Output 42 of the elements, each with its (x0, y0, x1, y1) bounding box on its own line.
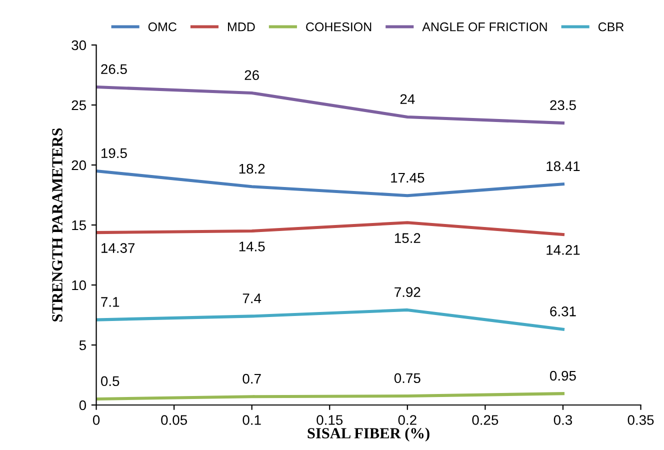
x-axis-title: SISAL FIBER (%) (308, 428, 430, 442)
data-label: 7.92 (394, 287, 420, 298)
x-tick-label: 0 (92, 415, 100, 425)
legend-label: OMC (148, 22, 177, 32)
data-label: 6.31 (550, 306, 576, 316)
x-tick-label: 0.35 (628, 415, 654, 425)
data-label: 18.41 (546, 161, 580, 172)
legend-label: CBR (598, 22, 624, 32)
x-tick-label: 0.15 (316, 415, 343, 425)
data-label: 17.45 (391, 172, 424, 183)
x-tick-label: 0.2 (398, 415, 416, 425)
y-tick-label: 15 (72, 220, 86, 230)
y-tick-label: 25 (72, 100, 86, 110)
legend-label: MDD (228, 22, 255, 32)
data-label: 0.95 (550, 370, 576, 381)
data-label: 23.5 (550, 100, 576, 110)
legend-label: ANGLE OF FRICTION (422, 22, 547, 32)
data-label: 19.5 (102, 148, 127, 158)
x-tick-label: 0.3 (554, 415, 572, 425)
data-label: 18.2 (239, 164, 265, 174)
y-tick-label: 5 (79, 340, 86, 350)
legend-label: COHESION (306, 22, 372, 32)
data-label: 14.21 (546, 245, 580, 255)
y-axis-title: STRENGTH PARAMETERS (52, 128, 62, 322)
y-tick-label: 30 (72, 40, 86, 50)
data-label: 14.37 (102, 243, 135, 253)
data-label: 26 (244, 70, 259, 80)
data-label: 15.2 (394, 233, 420, 243)
y-tick-label: 20 (72, 160, 86, 170)
data-label: 24 (400, 94, 415, 104)
x-tick-label: 0.25 (472, 415, 498, 425)
x-tick-label: 0.1 (242, 415, 261, 425)
data-label: 0.5 (100, 376, 120, 386)
data-label: 7.4 (242, 294, 262, 304)
data-label: 26.5 (101, 64, 127, 74)
data-label: 7.1 (101, 297, 120, 307)
x-tick-label: 0.05 (161, 415, 187, 425)
data-label: 14.5 (239, 242, 265, 252)
data-label: 0.75 (394, 373, 420, 384)
y-tick-label: 0 (79, 400, 86, 410)
y-tick-label: 10 (72, 280, 86, 290)
data-label: 0.7 (242, 374, 261, 384)
